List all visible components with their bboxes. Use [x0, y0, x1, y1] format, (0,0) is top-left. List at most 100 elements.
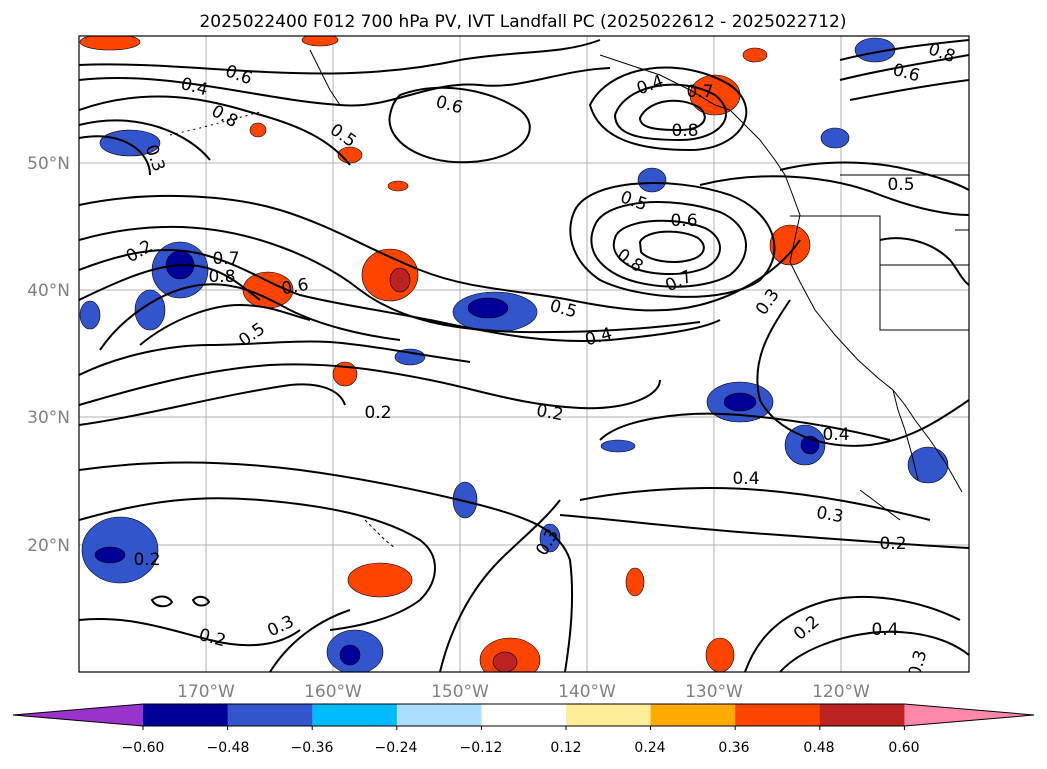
pv-blob-positive	[347, 562, 413, 598]
contour-line-closed	[638, 99, 706, 132]
contour-label: 0.6	[280, 275, 310, 299]
pv-blob-negative	[539, 523, 561, 553]
contour-line	[79, 194, 801, 312]
contour-label: 0.2	[133, 550, 160, 570]
contour-line	[79, 225, 701, 334]
pv-blob-negative	[600, 439, 636, 453]
contour-line	[756, 299, 969, 447]
contour-line-closed	[612, 219, 721, 276]
colorbar-swatch	[396, 704, 482, 726]
pv-blob-negative	[907, 446, 949, 484]
contour-line	[79, 135, 151, 176]
pv-blob-positive	[625, 567, 645, 597]
contour-label: 0.2	[535, 401, 565, 425]
colorbar-tick-label: 0.60	[888, 740, 919, 756]
contour-label: 0.7	[686, 82, 713, 102]
contour-line	[439, 499, 561, 672]
contour-line	[559, 514, 969, 549]
contour-line	[79, 363, 661, 410]
contour-line	[79, 67, 611, 107]
ivt-contours	[79, 39, 969, 672]
map-gridlines	[79, 36, 969, 672]
map-frame	[78, 35, 970, 673]
contour-line	[779, 630, 969, 672]
contour-label: 0.6	[670, 211, 697, 231]
pv-blob-negative	[637, 167, 667, 193]
contour-line	[839, 39, 969, 61]
contour-line-closed	[569, 182, 776, 298]
pv-blob-negative-core	[723, 392, 757, 412]
pv-blob-negative	[99, 129, 161, 157]
contour-label: 0.3	[815, 503, 845, 527]
colorbar-swatch	[143, 704, 229, 726]
contour-label: 0.4	[871, 620, 898, 640]
colorbar-tick-label: 0.36	[718, 740, 749, 756]
contour-line-closed	[638, 230, 705, 263]
contour-line	[699, 175, 969, 216]
pv-blob-positive-core	[389, 267, 411, 293]
longitude-labels: 170°W 160°W 150°W 140°W 130°W 120°W	[177, 682, 870, 702]
lon-label-140w: 140°W	[558, 682, 616, 702]
colorbar-swatch	[481, 704, 567, 726]
contour-line-closed	[191, 595, 211, 607]
colorbar-tick-label: 0.12	[550, 740, 581, 756]
contour-line	[79, 497, 436, 631]
contour-line	[79, 95, 351, 166]
lon-label-130w: 130°W	[685, 682, 743, 702]
colorbar: −0.60 −0.48 −0.36 −0.24 −0.12 0.12 0.24 …	[12, 703, 1035, 756]
contour-label: 0.8	[671, 121, 698, 141]
pv-blob-positive-core	[492, 651, 518, 672]
latitude-labels: 50°N 40°N 30°N 20°N	[27, 154, 70, 556]
colorbar-extend-min	[13, 704, 143, 726]
contour-line	[79, 119, 211, 161]
contour-line	[849, 79, 969, 101]
colorbar-tick-labels: −0.60 −0.48 −0.36 −0.24 −0.12 0.12 0.24 …	[122, 740, 920, 756]
contour-line	[744, 595, 961, 672]
pv-blob-positive	[742, 47, 768, 63]
coastline-baja	[892, 389, 919, 481]
contour-line-closed	[588, 66, 748, 152]
pv-blob-negative-core	[467, 297, 509, 319]
contour-line	[99, 283, 401, 351]
contour-line	[79, 39, 601, 75]
colorbar-swatch	[819, 704, 905, 726]
contour-line	[79, 340, 471, 376]
lat-label-30n: 30°N	[27, 408, 70, 428]
map-plot-area: 0.6 0.4 0.8 0.5 0.3 0.6 0.2 0.7 0.8 0.6 …	[79, 36, 969, 679]
contour-label: 0.4	[732, 469, 759, 489]
lat-label-20n: 20°N	[27, 536, 70, 556]
colorbar-extend-max	[904, 704, 1034, 726]
contour-label: 0.3	[905, 648, 931, 679]
colorbar-tick-label: −0.12	[460, 740, 503, 756]
contour-line	[839, 54, 969, 81]
contour-line	[79, 249, 721, 342]
contour-line	[579, 487, 931, 521]
colorbar-tick-label: −0.24	[375, 740, 418, 756]
pv-blob-negative-core	[339, 644, 361, 666]
lon-label-150w: 150°W	[431, 682, 489, 702]
hawaiian-islands	[364, 519, 396, 549]
contour-label: 0.5	[887, 175, 914, 195]
colorbar-swatch	[735, 704, 821, 726]
contour-labels: 0.6 0.4 0.8 0.5 0.3 0.6 0.2 0.7 0.8 0.6 …	[123, 39, 958, 679]
contour-line-closed	[388, 86, 531, 164]
contour-label: 0.8	[208, 267, 235, 287]
lon-label-120w: 120°W	[812, 682, 870, 702]
colorbar-swatch	[312, 704, 398, 726]
pv-blob-negative	[79, 300, 101, 330]
contour-line	[599, 412, 891, 441]
colorbar-swatch	[650, 704, 736, 726]
colorbar-tick-label: −0.48	[207, 740, 250, 756]
contour-label: 0.7	[212, 249, 239, 269]
contour-line	[139, 303, 311, 346]
contour-line	[879, 237, 969, 286]
colorbar-tick-label: 0.24	[634, 740, 665, 756]
lon-label-160w: 160°W	[304, 682, 362, 702]
pv-blob-negative-core	[94, 546, 126, 564]
coastline-west-north-america	[789, 187, 963, 493]
pv-blob-negative	[820, 127, 850, 149]
contour-line	[79, 461, 574, 672]
pv-blob-positive	[301, 36, 339, 47]
lat-label-40n: 40°N	[27, 281, 70, 301]
